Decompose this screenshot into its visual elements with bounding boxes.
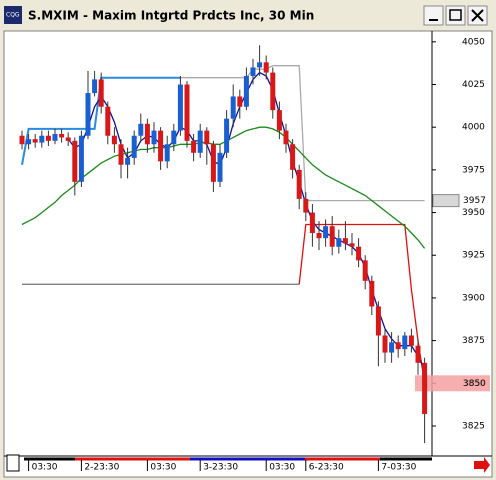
candle-body [45,135,51,141]
candle-body [283,130,289,145]
candle-body [422,362,428,415]
x-tick-label: 03:30 [150,463,176,473]
candle-body [323,226,329,239]
candle-body [177,84,183,131]
candle-body [78,135,84,182]
candle-body [349,243,355,247]
candle-body [184,84,190,141]
candle-body [336,238,342,247]
y-tick-label: 3925 [462,251,485,261]
candle-body [125,157,131,165]
x-tick-label: 03:30 [269,463,295,473]
candle-body [164,144,170,162]
y-tick-label: 3975 [462,165,485,175]
candle-body [309,212,315,234]
y-tick-label: 3875 [462,336,485,346]
candle-body [408,335,414,346]
y-tick-label: 4025 [462,80,485,90]
y-tick-label: 3900 [462,293,485,303]
candle-body [131,135,137,158]
candle-body [39,135,45,143]
candle-body [171,130,177,145]
app-icon-glyph: CQG [6,12,20,19]
y-tick-label: 3950 [462,208,485,218]
indicator-line [21,126,426,249]
window-title: S.MXIM - Maxim Intgrtd Prdcts Inc, 30 Mi… [28,9,314,23]
close-glyph [471,9,484,22]
candle-body [197,130,203,153]
candle-body [243,75,249,107]
candle-body [191,140,197,153]
candle-body [26,139,32,145]
candle-body [369,280,375,307]
candle-body [32,139,38,143]
app-icon[interactable] [4,6,22,24]
y-tick-label: 4000 [462,123,485,133]
candle-body [362,260,368,281]
candle-body [395,342,401,350]
candle-body [52,134,58,141]
candle-body [389,342,395,353]
candle-body [263,62,269,73]
candle-body [105,106,111,136]
x-tick-label: 03:30 [32,463,58,473]
candle-body [98,79,104,107]
candle-body [415,345,421,363]
candle-body [375,306,381,336]
candle-body [296,169,302,199]
candle-body [118,144,124,165]
candle-body [270,72,276,111]
price-label: 3957 [463,196,486,206]
candle-body [290,144,296,170]
price-band [415,375,490,392]
indicator-line [298,223,426,384]
window-buttons [423,5,488,26]
minimize-button[interactable] [423,5,444,26]
x-tick-label: 2-23:30 [84,463,119,473]
candle-body [250,67,256,76]
candle-body [92,79,98,94]
x-tick-label: 3-23:30 [203,463,238,473]
candle-body [224,118,230,153]
maximize-button[interactable] [445,5,466,26]
candle-body [85,93,91,136]
candle-body [316,233,322,239]
candle-body [158,130,164,162]
candle-body [151,130,157,145]
price-box [432,194,460,208]
candle-body [230,96,236,119]
candle-body [144,123,150,145]
candle-body [303,198,309,213]
candle-body [342,238,348,244]
candle-body [257,62,263,68]
candle-body [138,123,144,136]
candle-body [210,144,216,182]
y-tick-label: 4050 [462,37,485,47]
candle-body [204,130,210,145]
candle-body [356,246,362,261]
candle-body [65,137,71,141]
candle-body [19,135,25,145]
candle-body [276,110,282,131]
candle-body [329,226,335,247]
y-tick-label: 3825 [462,421,485,431]
candle-body [402,335,408,350]
maximize-glyph [449,9,462,21]
candle-body [72,140,78,182]
candle-body [111,135,117,145]
candle-body [59,134,65,138]
x-tick-label: 7-03:30 [381,463,416,473]
scroll-box[interactable] [6,454,20,472]
x-tick-label: 6-23:30 [309,463,344,473]
price-label: 3850 [463,379,486,389]
scroll-arrow[interactable] [474,457,490,473]
candle-body [237,96,243,107]
candle-body [382,335,388,353]
candle-body [217,152,223,182]
